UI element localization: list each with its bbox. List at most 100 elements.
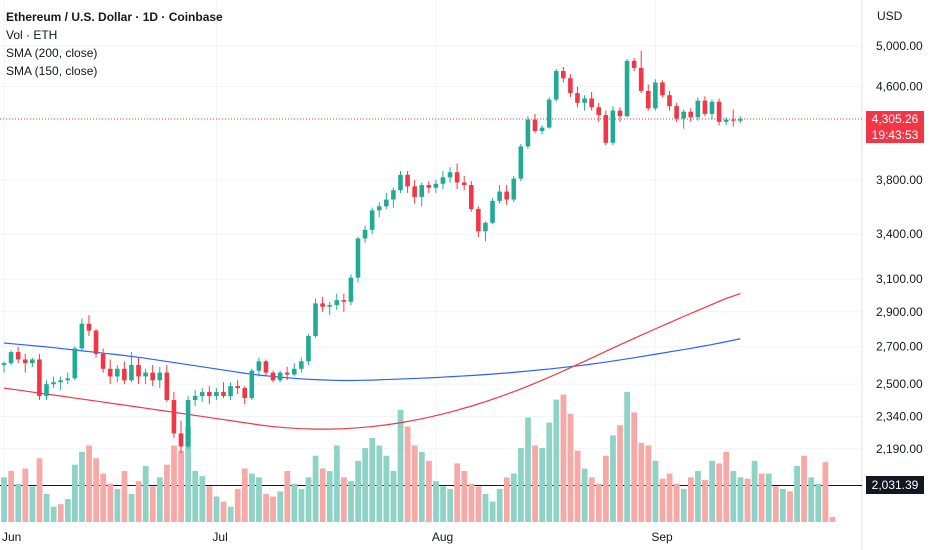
candle-body bbox=[688, 111, 694, 118]
volume-bar bbox=[426, 460, 432, 522]
candle-body bbox=[270, 372, 276, 381]
volume-bar bbox=[149, 486, 156, 522]
candle-body bbox=[695, 100, 701, 118]
candle-body bbox=[284, 372, 290, 375]
candle-body bbox=[313, 303, 318, 336]
candle-body bbox=[660, 82, 665, 96]
volume-bar bbox=[86, 445, 92, 522]
volume-bar bbox=[114, 488, 121, 522]
volume-bar bbox=[610, 435, 616, 522]
candle-body bbox=[22, 359, 28, 364]
time-tick-label: Jun bbox=[2, 530, 21, 544]
volume-bar bbox=[199, 476, 206, 522]
volume-bar bbox=[36, 458, 43, 522]
time-axis[interactable]: Jun Jul Aug Sep bbox=[2, 530, 673, 544]
volume-bar bbox=[751, 460, 758, 522]
candle-body bbox=[511, 178, 517, 200]
candle-body bbox=[58, 380, 63, 383]
volume-bar bbox=[128, 493, 135, 522]
time-tick-label: Sep bbox=[651, 530, 673, 544]
currency-label[interactable]: USD bbox=[877, 9, 903, 23]
candle-body bbox=[107, 368, 113, 377]
volume-bar bbox=[822, 462, 829, 522]
volume-bar bbox=[532, 445, 538, 522]
volume-bar bbox=[93, 458, 100, 522]
candle-body bbox=[334, 300, 340, 306]
volume-bar bbox=[72, 464, 78, 522]
volume-bar bbox=[312, 455, 319, 522]
volume-bar bbox=[390, 471, 397, 522]
candle-body bbox=[490, 200, 495, 223]
volume-bar bbox=[468, 483, 475, 522]
volume-bar bbox=[29, 486, 36, 522]
volume-bar bbox=[256, 477, 262, 522]
symbol-title[interactable]: Ethereum / U.S. Dollar · 1D · Coinbase bbox=[6, 10, 223, 24]
candle-body bbox=[553, 71, 559, 100]
volume-bar bbox=[164, 464, 170, 522]
volume-bar bbox=[305, 477, 312, 522]
volume-bar bbox=[546, 422, 553, 522]
candle-body bbox=[15, 352, 21, 360]
indicator-sma-200[interactable]: SMA (200, close) bbox=[6, 46, 98, 60]
candle-body bbox=[681, 111, 686, 119]
volume-bar bbox=[772, 486, 779, 522]
candle-body bbox=[447, 172, 453, 178]
reference-price-badge: 2,031.39 bbox=[866, 476, 924, 495]
candle-body bbox=[291, 368, 297, 375]
candle-body bbox=[122, 368, 127, 381]
volume-bar bbox=[461, 471, 468, 522]
volume-bar bbox=[482, 493, 489, 522]
volume-bar bbox=[100, 473, 107, 522]
volume-bar bbox=[418, 451, 425, 522]
volume-bar bbox=[263, 493, 269, 522]
volume-bar bbox=[758, 473, 765, 522]
candle-body bbox=[738, 118, 743, 121]
candle-body bbox=[221, 392, 226, 397]
candle-body bbox=[1, 363, 7, 366]
candle-body bbox=[709, 101, 715, 114]
candle-body bbox=[263, 361, 269, 373]
candle-body bbox=[391, 190, 396, 200]
candle-body bbox=[645, 90, 651, 109]
candle-body bbox=[702, 100, 708, 114]
volume-bar bbox=[631, 412, 638, 522]
price-tick-label: 2,900.00 bbox=[876, 305, 923, 319]
candle-body bbox=[30, 359, 35, 364]
candle-body bbox=[561, 71, 566, 79]
candle-body bbox=[100, 353, 106, 369]
price-axis[interactable]: 5,000.00 4,600.00 3,800.00 3,400.00 3,100.00… bbox=[876, 39, 923, 488]
volume-bar bbox=[135, 481, 142, 522]
candle-body bbox=[674, 106, 679, 119]
volume-bar bbox=[702, 479, 708, 522]
volume-bar bbox=[355, 460, 361, 522]
price-tick-label: 3,400.00 bbox=[876, 227, 923, 241]
volume-bar bbox=[794, 465, 800, 522]
volume-bar bbox=[680, 488, 687, 522]
candle-body bbox=[320, 303, 325, 307]
indicator-sma-150[interactable]: SMA (150, close) bbox=[6, 64, 98, 78]
price-tick-label: 5,000.00 bbox=[876, 39, 923, 53]
candle-body bbox=[723, 119, 729, 122]
price-tick-label: 3,100.00 bbox=[876, 272, 923, 286]
candle-body bbox=[249, 370, 255, 399]
candle-body bbox=[199, 392, 205, 397]
volume-bar bbox=[617, 425, 623, 522]
candle-body bbox=[207, 392, 212, 397]
candle-body bbox=[114, 368, 120, 377]
volume-bar bbox=[518, 448, 524, 522]
volume-bar bbox=[624, 392, 631, 522]
volume-bar bbox=[227, 506, 234, 522]
volume-bar bbox=[348, 481, 354, 522]
volume-bar bbox=[79, 451, 85, 522]
volume-bar bbox=[206, 486, 213, 522]
countdown-badge: 19:43:53 bbox=[866, 126, 924, 143]
indicator-volume[interactable]: Vol · ETH bbox=[6, 28, 58, 42]
volume-bar bbox=[1, 477, 8, 522]
candle-body bbox=[610, 110, 616, 143]
candle-body bbox=[716, 101, 722, 122]
candle-body bbox=[483, 222, 488, 232]
candle-body bbox=[143, 372, 148, 377]
volume-bar bbox=[787, 491, 793, 522]
